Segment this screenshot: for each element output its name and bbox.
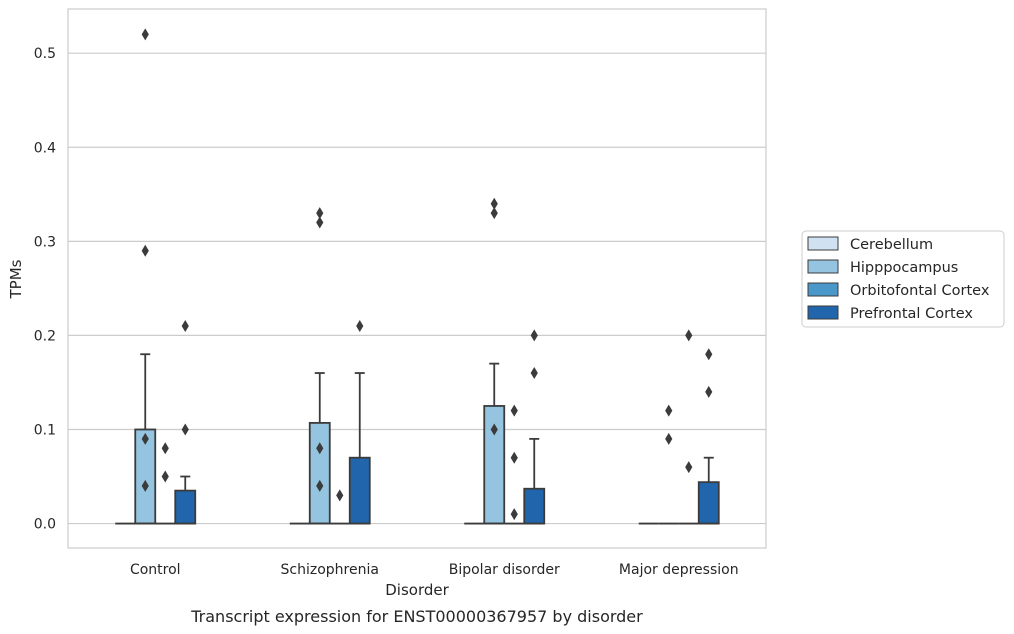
legend-swatch (807, 236, 839, 251)
outlier-point (141, 479, 149, 492)
box-prefrontal-cortex (523, 329, 546, 525)
outlier-point (705, 385, 713, 398)
outlier-point (665, 432, 673, 445)
box-body (174, 489, 197, 525)
outlier-point (181, 320, 189, 333)
box-body (523, 487, 546, 525)
box-hipppocampus (308, 207, 331, 525)
outlier-point (161, 470, 169, 483)
outlier-point (356, 320, 364, 333)
box-hipppocampus (483, 197, 506, 525)
outlier-point (316, 207, 324, 220)
box-orbitofontal-cortex (504, 404, 525, 525)
x-axis-ticks: Control Schizophrenia Bipolar disorder Majo… (130, 562, 739, 578)
outlier-point (530, 329, 538, 342)
outlier-point (181, 423, 189, 436)
outlier-point (510, 451, 518, 464)
box-hipppocampus (134, 28, 157, 525)
box-prefrontal-cortex (348, 320, 371, 525)
y-tick-label: 0.4 (34, 140, 56, 156)
outlier-point (490, 207, 498, 220)
outlier-point (510, 508, 518, 521)
outlier-point (530, 367, 538, 380)
legend-label: Orbitofontal Cortex (850, 283, 990, 299)
y-axis-label: TPMs (7, 259, 25, 299)
x-tick-label: Bipolar disorder (449, 562, 560, 578)
box-prefrontal-cortex (697, 348, 720, 525)
outlier-point (665, 404, 673, 417)
outlier-point (316, 216, 324, 229)
y-tick-label: 0.0 (34, 517, 56, 533)
box-body (697, 481, 720, 525)
outlier-point (685, 461, 693, 474)
legend: Cerebellum Hipppocampus Orbitofontal Corte… (801, 230, 1005, 328)
x-tick-label: Control (130, 562, 181, 578)
outlier-point (316, 479, 324, 492)
legend-frame (801, 230, 1005, 328)
outlier-point (336, 489, 344, 502)
outlier-point (705, 348, 713, 361)
outlier-point (490, 423, 498, 436)
y-tick-label: 0.1 (34, 422, 56, 438)
box-orbitofontal-cortex (678, 329, 699, 525)
x-tick-label: Major depression (619, 562, 739, 578)
outlier-point (141, 28, 149, 41)
box-orbitofontal-cortex (329, 489, 350, 525)
outlier-point (490, 197, 498, 210)
y-tick-label: 0.5 (34, 46, 56, 62)
legend-label: Prefrontal Cortex (850, 306, 973, 322)
box-prefrontal-cortex (174, 320, 197, 525)
plot-area (115, 28, 720, 525)
box-orbitofontal-cortex (155, 442, 176, 525)
y-axis-ticks: 0.0 0.1 0.2 0.3 0.4 0.5 (34, 46, 56, 532)
outlier-point (161, 442, 169, 455)
box-body (308, 421, 331, 525)
outlier-point (510, 404, 518, 417)
chart-caption: Transcript expression for ENST0000036795… (190, 607, 643, 626)
y-tick-label: 0.2 (34, 328, 56, 344)
x-tick-label: Schizophrenia (281, 562, 379, 578)
legend-swatch (807, 282, 839, 297)
legend-swatch (807, 259, 839, 274)
legend-label: Hipppocampus (850, 260, 958, 276)
outlier-point (141, 432, 149, 445)
y-tick-label: 0.3 (34, 234, 56, 250)
outlier-point (141, 244, 149, 257)
x-axis-label: Disorder (385, 581, 449, 599)
legend-swatch (807, 305, 839, 320)
outlier-point (316, 442, 324, 455)
box-body (348, 456, 371, 525)
legend-label: Cerebellum (850, 237, 933, 253)
plot-frame (67, 8, 767, 549)
box-hipppocampus (658, 404, 679, 525)
outlier-point (685, 329, 693, 342)
